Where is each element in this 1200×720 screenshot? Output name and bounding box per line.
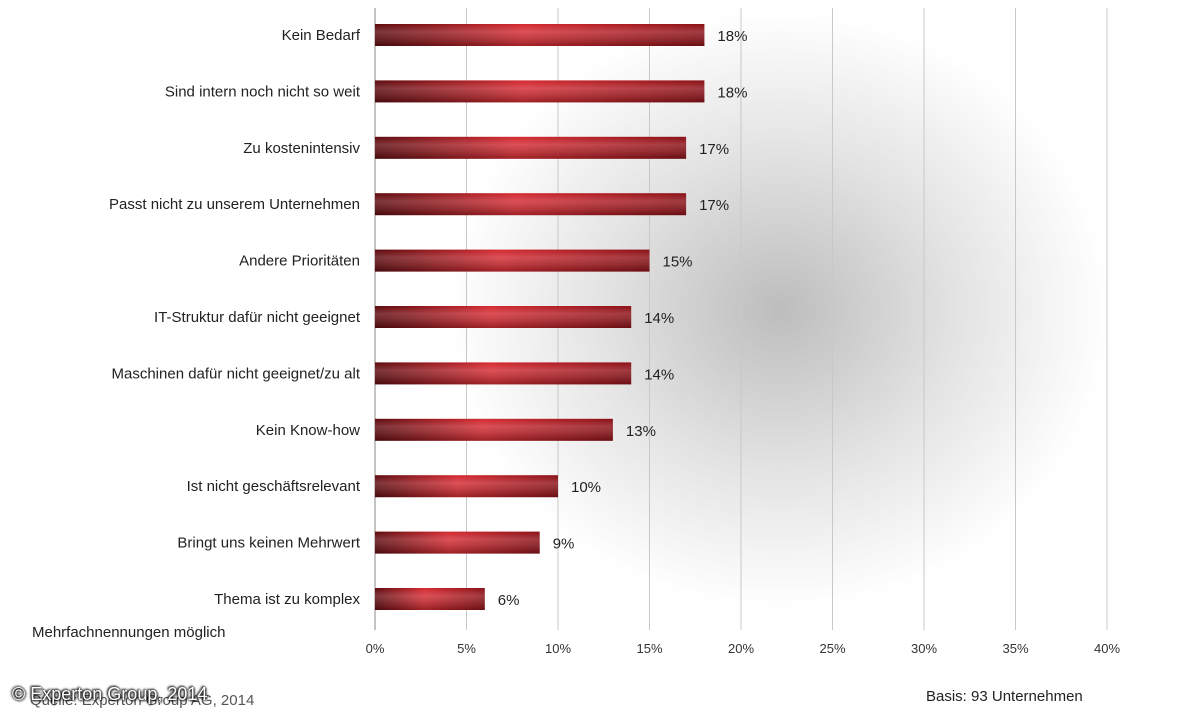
value-label: 18% (717, 84, 747, 101)
value-label: 17% (699, 197, 729, 214)
x-tick-label: 40% (1094, 641, 1120, 656)
bar-highlight (375, 531, 540, 554)
copyright-watermark: © Experton Group, 2014 (12, 684, 208, 704)
multiple-answers-note: Mehrfachnennungen möglich (32, 624, 226, 641)
bar-highlight (375, 136, 687, 159)
value-label: 10% (571, 479, 601, 496)
x-tick-label: 15% (636, 641, 662, 656)
bar-highlight (375, 588, 485, 610)
category-label: Passt nicht zu unserem Unternehmen (109, 196, 360, 213)
bar-highlight (375, 193, 687, 216)
bar-highlight (375, 249, 650, 272)
x-tick-label: 10% (545, 641, 571, 656)
x-tick-label: 5% (457, 641, 476, 656)
value-label: 13% (626, 423, 656, 440)
x-tick-label: 30% (911, 641, 937, 656)
value-label: 15% (663, 254, 693, 271)
x-tick-label: 25% (819, 641, 845, 656)
category-label: Andere Prioritäten (239, 253, 360, 270)
x-axis-ticks: 0% 5% 10% 15% 20% 25% 30% 35% 40% (366, 641, 1121, 656)
value-label: 9% (553, 536, 575, 553)
bar-highlight (375, 418, 613, 441)
bars (375, 24, 705, 610)
value-label: 14% (644, 310, 674, 327)
value-label: 14% (644, 366, 674, 383)
value-labels: 18% 18% 17% 17% 15% 14% 14% 13% 10% 9% 6% (498, 28, 748, 609)
category-label: Zu kostenintensiv (243, 140, 360, 157)
category-label: Maschinen dafür nicht geeignet/zu alt (112, 365, 361, 382)
category-labels: Kein Bedarf Sind intern noch nicht so wei… (109, 27, 361, 608)
bar-highlight (375, 362, 632, 385)
category-label: Kein Bedarf (282, 27, 361, 44)
bar-highlight (375, 306, 632, 328)
x-tick-label: 0% (366, 641, 385, 656)
value-label: 18% (717, 28, 747, 45)
value-label: 17% (699, 141, 729, 158)
bar-highlight (375, 24, 705, 46)
bar-highlight (375, 475, 558, 498)
category-label: IT-Struktur dafür nicht geeignet (154, 309, 361, 326)
plot-background-shade (450, 10, 1110, 610)
bar-highlight (375, 80, 705, 103)
category-label: Kein Know-how (256, 422, 360, 439)
category-label: Ist nicht geschäftsrelevant (187, 478, 361, 495)
x-tick-label: 20% (728, 641, 754, 656)
basis-note: Basis: 93 Unternehmen (926, 688, 1083, 705)
x-tick-label: 35% (1002, 641, 1028, 656)
category-label: Sind intern noch nicht so weit (165, 83, 361, 100)
source-note: Quelle: Experton Group AG, 2014 (30, 692, 255, 709)
category-label: Bringt uns keinen Mehrwert (177, 535, 360, 552)
value-label: 6% (498, 592, 520, 609)
category-label: Thema ist zu komplex (214, 591, 360, 608)
